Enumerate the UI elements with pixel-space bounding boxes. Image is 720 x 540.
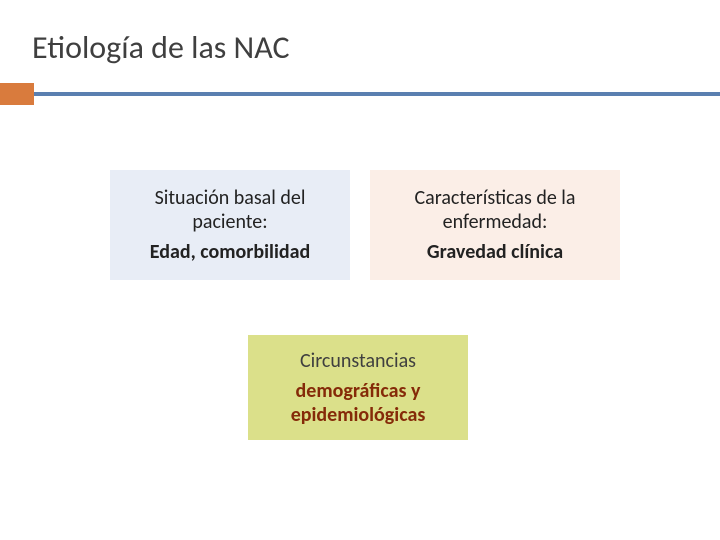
box-bottom-line2: demográficas y epidemiológicas [262,379,454,427]
box-disease-characteristics: Características de la enfermedad: Graved… [370,170,620,280]
box-left-line1: Situación basal del paciente: [124,186,336,234]
box-demographic-circumstances: Circunstancias demográficas y epidemioló… [248,335,468,440]
rule-line [34,92,720,96]
box-patient-baseline: Situación basal del paciente: Edad, como… [110,170,350,280]
box-right-line1: Características de la enfermedad: [384,186,606,234]
box-bottom-line1: Circunstancias [300,349,416,373]
box-left-line2: Edad, comorbilidad [150,240,310,264]
slide-title: Etiología de las NAC [32,28,290,67]
box-right-line2: Gravedad clínica [427,240,563,264]
accent-block [0,83,34,105]
